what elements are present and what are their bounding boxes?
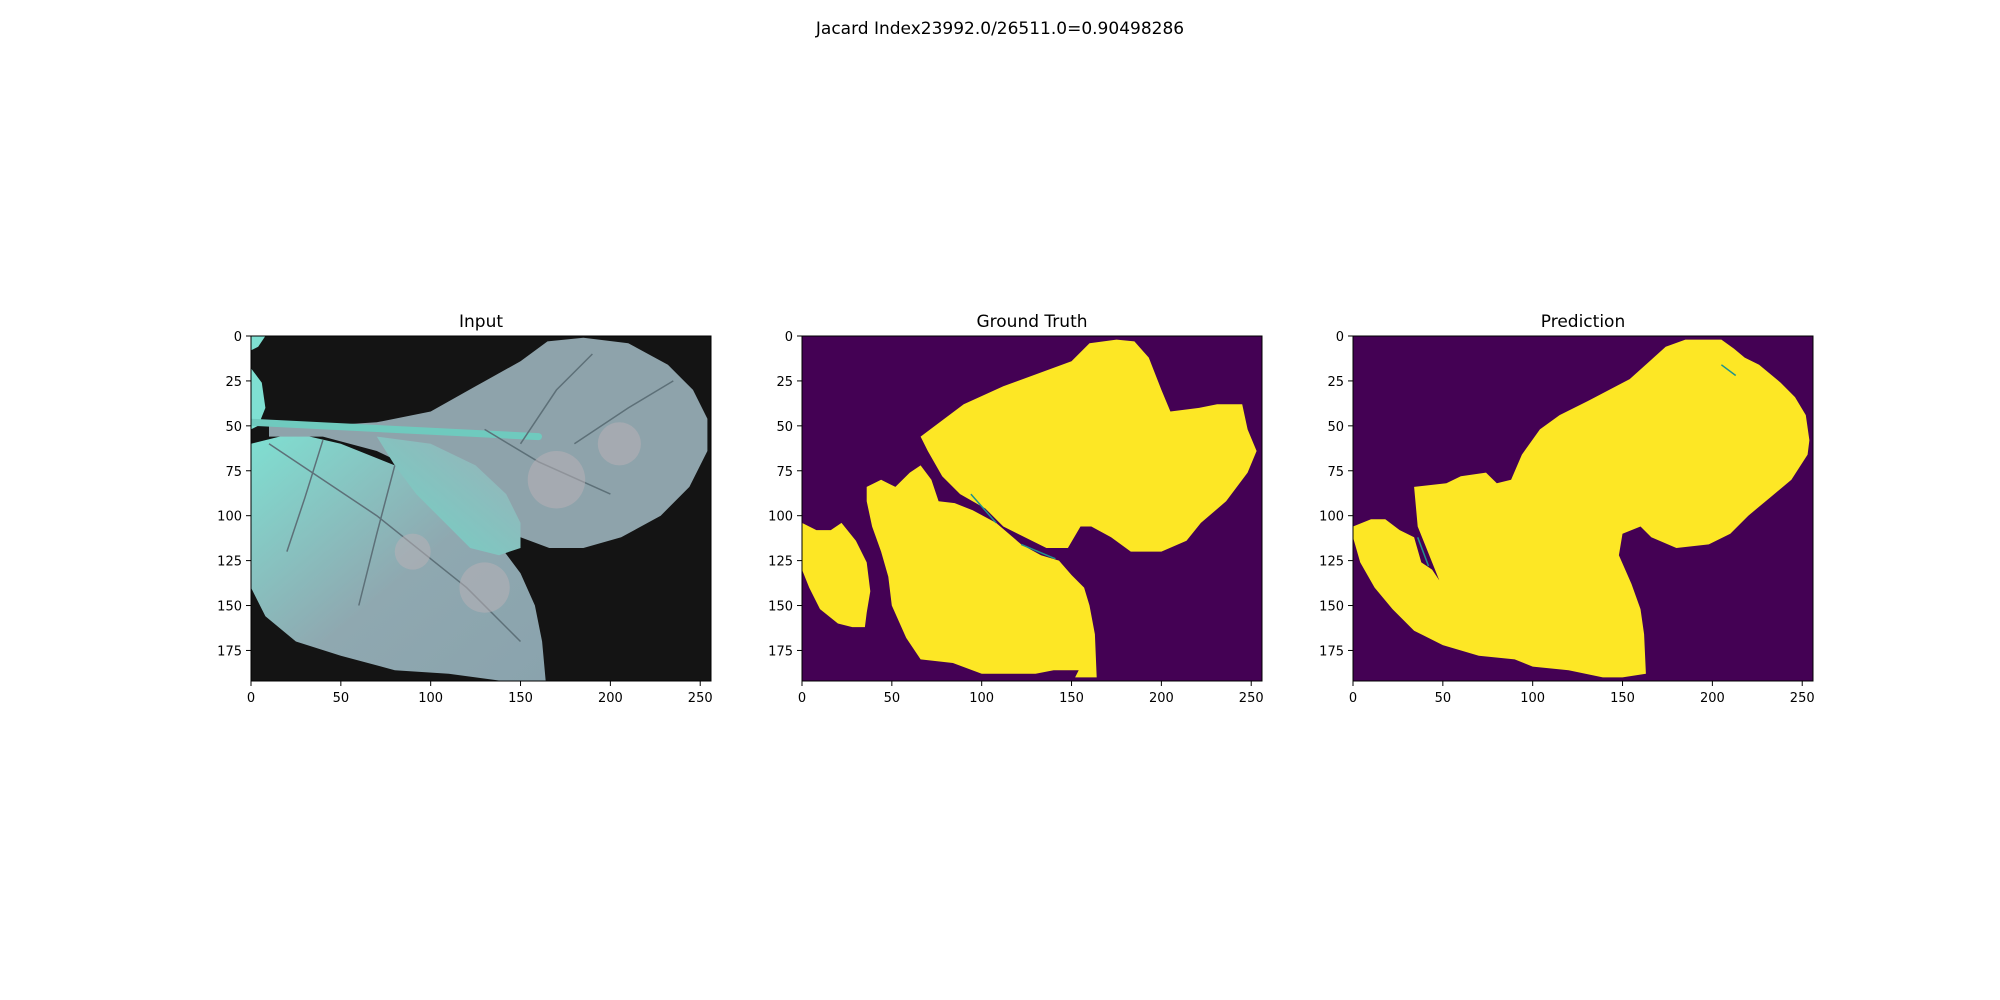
x-tick-label: 100 xyxy=(1520,691,1545,706)
x-tick-label: 0 xyxy=(1349,691,1357,706)
y-tick-label: 75 xyxy=(225,465,242,480)
y-tick-label: 50 xyxy=(225,420,242,435)
y-tick-label: 75 xyxy=(1327,465,1344,480)
y-tick-label: 100 xyxy=(768,510,793,525)
x-tick-label: 50 xyxy=(333,691,350,706)
leaf-vein xyxy=(519,353,593,445)
x-tick-label: 250 xyxy=(1790,691,1815,706)
mask-boundary-pixels xyxy=(970,493,997,524)
axes-frame xyxy=(250,335,712,682)
x-tick-label: 0 xyxy=(247,691,255,706)
leaf-vein xyxy=(358,465,396,606)
y-tick-label: 25 xyxy=(225,375,242,390)
mask-region xyxy=(920,339,1257,552)
y-tick-label: 175 xyxy=(768,644,793,659)
mask-region xyxy=(1353,339,1810,678)
input-image xyxy=(251,336,711,681)
x-tick-label: 50 xyxy=(884,691,901,706)
y-tick-label: 25 xyxy=(1327,375,1344,390)
panel-title-input: Input xyxy=(459,312,503,332)
x-tick-label: 100 xyxy=(418,691,443,706)
y-tick-label: 175 xyxy=(1319,644,1344,659)
y-tick-label: 0 xyxy=(785,330,793,345)
mask-boundary-pixels xyxy=(1020,543,1056,560)
y-tick-label: 25 xyxy=(776,375,793,390)
x-tick-label: 100 xyxy=(969,691,994,706)
y-tick-label: 50 xyxy=(1327,420,1344,435)
y-tick-label: 125 xyxy=(768,555,793,570)
panel-title-prediction: Prediction xyxy=(1541,312,1625,332)
panel-title-ground_truth: Ground Truth xyxy=(976,312,1087,332)
disease-spot xyxy=(527,451,586,509)
mask-region xyxy=(866,465,1097,678)
leaf-vein xyxy=(286,439,324,552)
leaf-middle xyxy=(376,436,521,556)
y-tick-label: 50 xyxy=(776,420,793,435)
leaf-stem xyxy=(251,418,542,441)
figure-suptitle: Jacard Index23992.0/26511.0=0.90498286 xyxy=(815,19,1184,39)
x-tick-label: 200 xyxy=(1149,691,1174,706)
axes-frame xyxy=(801,335,1263,682)
mask-region xyxy=(802,522,871,628)
y-tick-label: 175 xyxy=(217,644,242,659)
y-tick-label: 150 xyxy=(768,600,793,615)
disease-spot xyxy=(459,562,510,613)
y-tick-label: 100 xyxy=(1319,510,1344,525)
leaf-upper xyxy=(269,337,708,548)
y-tick-label: 125 xyxy=(1319,555,1344,570)
y-tick-label: 150 xyxy=(217,600,242,615)
x-tick-label: 150 xyxy=(1059,691,1084,706)
x-tick-label: 150 xyxy=(1610,691,1635,706)
y-tick-label: 150 xyxy=(1319,600,1344,615)
leaf-vein xyxy=(573,380,674,445)
x-tick-label: 50 xyxy=(1435,691,1452,706)
y-tick-label: 125 xyxy=(217,555,242,570)
leaf-fragment xyxy=(251,368,266,430)
panel-prediction: Prediction 0 50 100 150 200 250 0 25 50 75 100 125 15… xyxy=(1319,312,1814,706)
y-tick-label: 0 xyxy=(1336,330,1344,345)
mask-boundary-pixels xyxy=(1416,537,1430,567)
x-tick-label: 150 xyxy=(508,691,533,706)
x-tick-label: 200 xyxy=(1700,691,1725,706)
mask-boundary-pixels xyxy=(1720,364,1737,377)
disease-spot xyxy=(597,422,641,466)
y-tick-label: 75 xyxy=(776,465,793,480)
leaf-fragment xyxy=(251,336,266,351)
x-tick-label: 200 xyxy=(598,691,623,706)
panel-input: Input 0 50 100 150 200 250 0 25 50 75 100 125 150 175 xyxy=(217,312,712,706)
panel-ground-truth: Ground Truth 0 50 100 150 200 250 0 25 50 75 100 125… xyxy=(768,312,1263,706)
y-tick-label: 0 xyxy=(234,330,242,345)
x-tick-label: 250 xyxy=(1239,691,1264,706)
disease-spot xyxy=(394,533,431,570)
x-tick-label: 250 xyxy=(688,691,713,706)
y-tick-label: 100 xyxy=(217,510,242,525)
x-tick-label: 0 xyxy=(798,691,806,706)
axes-frame xyxy=(1352,335,1814,682)
